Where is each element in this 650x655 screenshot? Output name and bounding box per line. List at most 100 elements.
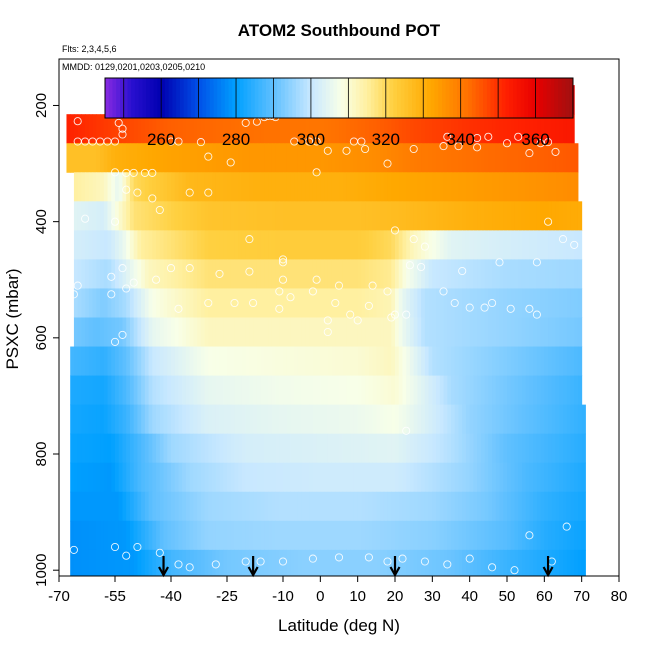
field-cell: [346, 114, 351, 144]
field-cell: [238, 201, 243, 231]
field-cell: [495, 114, 501, 144]
field-cell: [208, 404, 213, 435]
field-cell: [570, 172, 575, 202]
field-cell: [309, 491, 314, 522]
field-cell: [178, 520, 183, 551]
field-cell: [451, 346, 456, 377]
field-cell: [510, 491, 515, 522]
field-cell: [383, 259, 389, 289]
field-cell: [413, 346, 418, 377]
field-cell: [271, 375, 277, 406]
field-cell: [182, 317, 187, 348]
field-cell: [178, 433, 183, 464]
field-cell: [413, 462, 418, 493]
observation-point: [185, 563, 194, 572]
field-cell: [521, 114, 527, 144]
field-cell: [428, 114, 433, 144]
field-cell: [163, 288, 168, 318]
field-cell: [548, 317, 553, 348]
field-cell: [159, 375, 165, 406]
chart-title: ATOM2 Southbound POT: [238, 21, 441, 40]
field-cell: [241, 491, 247, 522]
field-cell: [167, 346, 172, 377]
field-cell: [290, 433, 295, 464]
colorbar-segment: [164, 78, 170, 118]
field-cell: [469, 114, 474, 144]
field-cell: [144, 230, 150, 260]
field-cell: [208, 491, 213, 522]
field-cell: [144, 288, 150, 318]
colorbar-segment: [228, 78, 233, 118]
field-cell: [484, 288, 489, 318]
field-cell: [133, 346, 138, 377]
field-cell: [525, 143, 530, 173]
field-cell: [346, 143, 351, 173]
field-cell: [73, 317, 79, 348]
colorbar-segment: [108, 78, 113, 118]
field-cell: [372, 462, 377, 493]
field-cell: [391, 317, 396, 348]
field-cell: [339, 462, 344, 493]
colorbar-segment: [546, 78, 551, 118]
field-cell: [480, 230, 486, 260]
observation-point: [69, 290, 78, 299]
field-cell: [324, 288, 329, 318]
field-cell: [185, 201, 191, 231]
field-cell: [301, 462, 306, 493]
field-cell: [376, 404, 381, 435]
field-cell: [234, 404, 239, 435]
field-cell: [115, 375, 120, 406]
field-cell: [544, 375, 549, 406]
field-cell: [577, 201, 583, 231]
field-cell: [294, 404, 299, 435]
field-cell: [133, 375, 138, 406]
field-cell: [484, 375, 489, 406]
field-cell: [264, 114, 269, 144]
field-cell: [372, 259, 377, 289]
field-cell: [294, 462, 299, 493]
colorbar-segment: [265, 78, 271, 118]
colorbar-segment: [236, 78, 241, 118]
field-cell: [279, 491, 284, 522]
field-cell: [253, 143, 258, 173]
field-cell: [316, 346, 321, 377]
field-cell: [424, 143, 430, 173]
colorbar-segment: [262, 78, 267, 118]
field-cell: [189, 462, 194, 493]
x-tick-label: 30: [424, 588, 441, 605]
observation-point: [551, 147, 560, 156]
field-cell: [283, 201, 288, 231]
field-cell: [316, 259, 321, 289]
field-cell: [413, 288, 418, 318]
field-cell: [514, 433, 519, 464]
field-cell: [473, 230, 478, 260]
field-cell: [111, 114, 116, 144]
field-cell: [171, 549, 176, 577]
colorbar-segment: [393, 78, 398, 118]
field-cell: [141, 143, 146, 173]
field-cell: [548, 288, 553, 318]
field-cell: [253, 375, 258, 406]
field-cell: [495, 288, 501, 318]
field-cell: [488, 172, 493, 202]
field-cell: [230, 172, 235, 202]
field-cell: [566, 462, 571, 493]
observation-point: [562, 522, 571, 531]
field-cell: [540, 520, 545, 551]
field-cell: [189, 433, 194, 464]
observation-point: [506, 304, 515, 313]
field-cell: [339, 288, 344, 318]
field-cell: [144, 433, 150, 464]
field-cell: [462, 230, 467, 260]
colorbar-segment: [142, 78, 147, 118]
field-cell: [309, 114, 314, 144]
field-cell: [122, 462, 127, 493]
field-cell: [421, 404, 426, 435]
field-cell: [174, 491, 179, 522]
field-cell: [391, 375, 396, 406]
colorbar-segment: [183, 78, 188, 118]
field-cell: [234, 491, 239, 522]
field-cell: [574, 288, 579, 318]
field-cell: [197, 143, 202, 173]
observation-point: [402, 426, 411, 435]
